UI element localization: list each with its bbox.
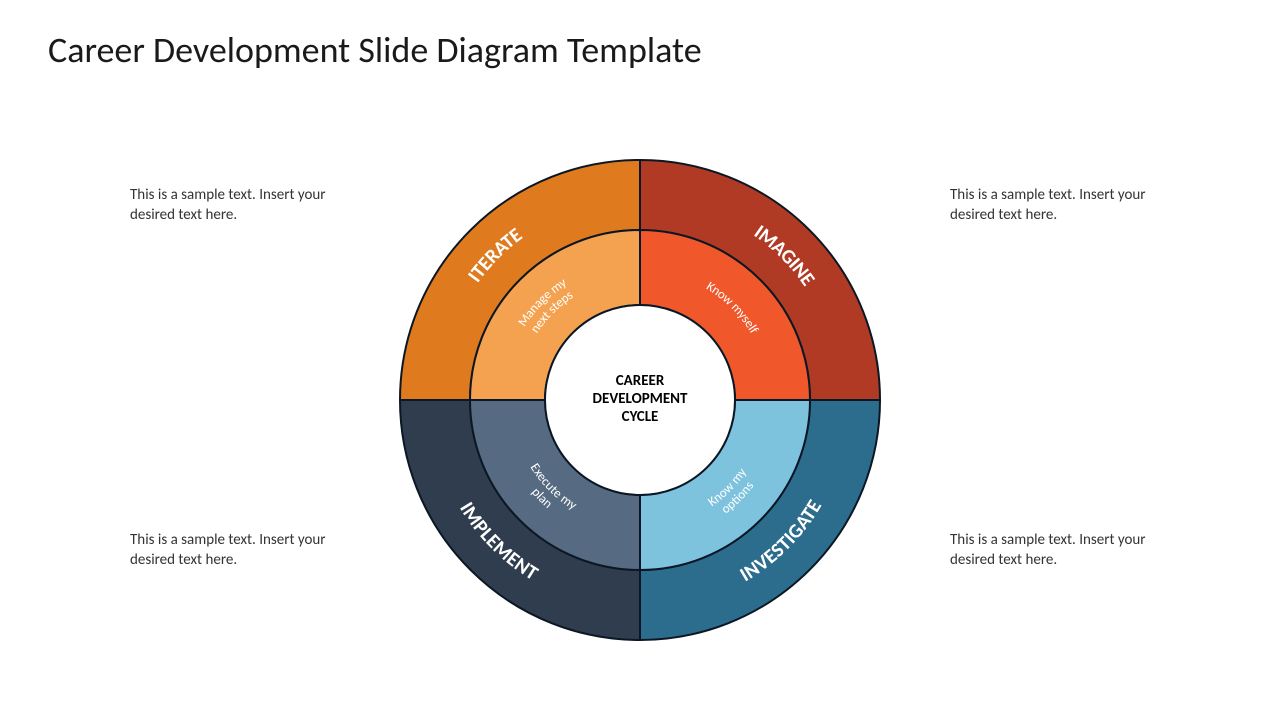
career-cycle-diagram: IMAGINEKnow myselfINVESTIGATEKnow myopti… [390,150,890,650]
page-title: Career Development Slide Diagram Templat… [48,28,702,72]
caption-investigate: This is a sample text. Insert your desir… [950,530,1150,571]
caption-imagine: This is a sample text. Insert your desir… [950,185,1150,226]
caption-implement: This is a sample text. Insert your desir… [130,530,330,571]
caption-iterate: This is a sample text. Insert your desir… [130,185,330,226]
donut-svg: IMAGINEKnow myselfINVESTIGATEKnow myopti… [390,150,890,650]
